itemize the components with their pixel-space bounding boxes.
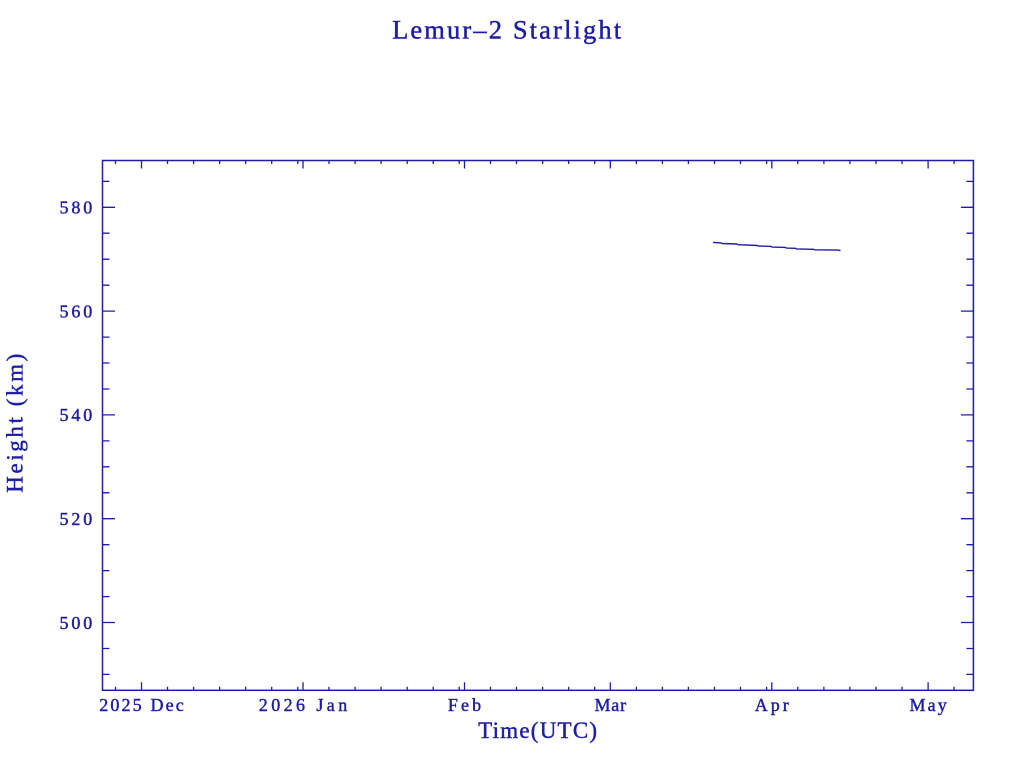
svg-text:540: 540 (60, 405, 93, 425)
svg-text:May: May (910, 695, 947, 715)
svg-text:2026 Jan: 2026 Jan (259, 695, 347, 715)
svg-text:Height (km): Height (km) (3, 354, 28, 493)
svg-text:580: 580 (60, 198, 93, 218)
svg-text:520: 520 (60, 509, 93, 529)
svg-text:Time(UTC): Time(UTC) (478, 718, 597, 743)
svg-text:500: 500 (60, 613, 93, 633)
svg-text:560: 560 (60, 301, 93, 321)
svg-text:Lemur–2 Starlight: Lemur–2 Starlight (392, 15, 622, 45)
svg-text:2025 Dec: 2025 Dec (99, 695, 183, 715)
svg-text:Mar: Mar (594, 695, 626, 715)
svg-text:Apr: Apr (755, 695, 789, 715)
svg-text:Feb: Feb (448, 695, 481, 715)
